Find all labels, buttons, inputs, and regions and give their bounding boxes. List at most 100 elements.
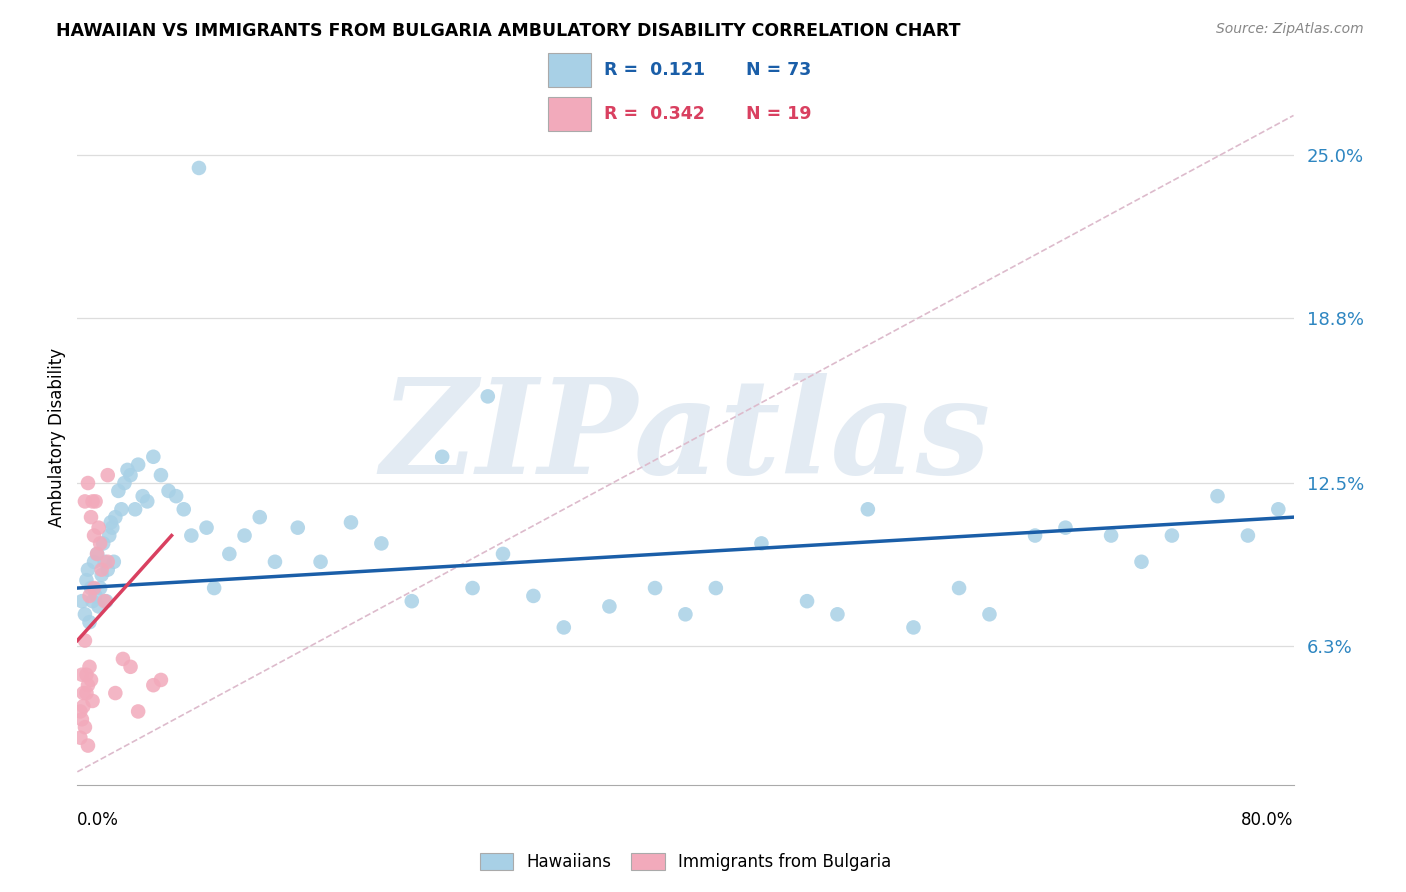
Point [1054, 521, 1077, 535]
Point [1161, 528, 1184, 542]
Point [340, 516, 363, 530]
Y-axis label: Ambulatory Disability: Ambulatory Disability [48, 348, 66, 526]
Point [93, 555, 115, 569]
FancyBboxPatch shape [548, 97, 591, 131]
Point [461, 581, 484, 595]
Point [142, 450, 165, 464]
Point [903, 620, 925, 634]
Point [124, 502, 146, 516]
Point [82, 594, 104, 608]
Point [73, 494, 96, 508]
Text: R =  0.342: R = 0.342 [605, 105, 704, 123]
Point [97, 468, 120, 483]
Point [75, 573, 97, 587]
Point [114, 476, 136, 491]
Point [69, 705, 91, 719]
Point [598, 599, 620, 614]
Point [86, 547, 108, 561]
Point [127, 705, 149, 719]
Text: 80.0%: 80.0% [1241, 811, 1294, 829]
Point [104, 510, 127, 524]
Point [856, 502, 879, 516]
Point [195, 521, 218, 535]
Point [120, 468, 142, 483]
Point [86, 547, 108, 561]
Point [370, 536, 392, 550]
Point [1237, 528, 1260, 542]
Point [73, 607, 96, 622]
Point [93, 594, 115, 608]
Point [1099, 528, 1122, 542]
Point [91, 536, 114, 550]
Point [97, 563, 120, 577]
Point [73, 633, 96, 648]
FancyBboxPatch shape [548, 53, 591, 87]
Point [644, 581, 666, 595]
Point [131, 489, 153, 503]
Text: Source: ZipAtlas.com: Source: ZipAtlas.com [1216, 22, 1364, 37]
Point [1130, 555, 1153, 569]
Point [72, 686, 94, 700]
Text: HAWAIIAN VS IMMIGRANTS FROM BULGARIA AMBULATORY DISABILITY CORRELATION CHART: HAWAIIAN VS IMMIGRANTS FROM BULGARIA AMB… [56, 22, 960, 40]
Point [430, 450, 453, 464]
Point [89, 581, 111, 595]
Point [100, 516, 122, 530]
Point [401, 594, 423, 608]
Point [751, 536, 773, 550]
Point [827, 607, 849, 622]
Point [104, 686, 127, 700]
Text: ZIPatlas: ZIPatlas [380, 373, 991, 501]
Text: 0.0%: 0.0% [77, 811, 120, 829]
Point [79, 660, 101, 674]
Point [309, 555, 332, 569]
Point [149, 673, 172, 687]
Point [136, 494, 159, 508]
Point [69, 731, 91, 745]
Point [83, 555, 105, 569]
Point [70, 667, 93, 681]
Point [127, 458, 149, 472]
Point [83, 581, 105, 595]
Point [218, 547, 240, 561]
Point [477, 389, 499, 403]
Point [287, 521, 309, 535]
Legend: Hawaiians, Immigrants from Bulgaria: Hawaiians, Immigrants from Bulgaria [472, 846, 898, 878]
Point [553, 620, 575, 634]
Point [90, 568, 112, 582]
Point [72, 699, 94, 714]
Point [103, 555, 125, 569]
Point [117, 463, 139, 477]
Point [84, 589, 107, 603]
Point [101, 521, 124, 535]
Point [73, 720, 96, 734]
Text: N = 73: N = 73 [747, 61, 811, 78]
Point [796, 594, 818, 608]
Point [522, 589, 544, 603]
Point [70, 594, 93, 608]
Point [87, 599, 110, 614]
Point [704, 581, 727, 595]
Point [79, 589, 101, 603]
Point [233, 528, 256, 542]
Point [70, 712, 93, 726]
Point [110, 502, 132, 516]
Point [87, 521, 110, 535]
Point [249, 510, 271, 524]
Point [77, 563, 100, 577]
Point [948, 581, 970, 595]
Point [82, 694, 104, 708]
Point [173, 502, 195, 516]
Text: N = 19: N = 19 [747, 105, 811, 123]
Point [97, 555, 120, 569]
Point [107, 483, 129, 498]
Point [1267, 502, 1289, 516]
Point [77, 476, 100, 491]
Point [98, 528, 121, 542]
Point [79, 615, 101, 630]
Point [202, 581, 225, 595]
Point [149, 468, 172, 483]
Point [80, 510, 103, 524]
Point [157, 483, 180, 498]
Point [142, 678, 165, 692]
Point [90, 563, 112, 577]
